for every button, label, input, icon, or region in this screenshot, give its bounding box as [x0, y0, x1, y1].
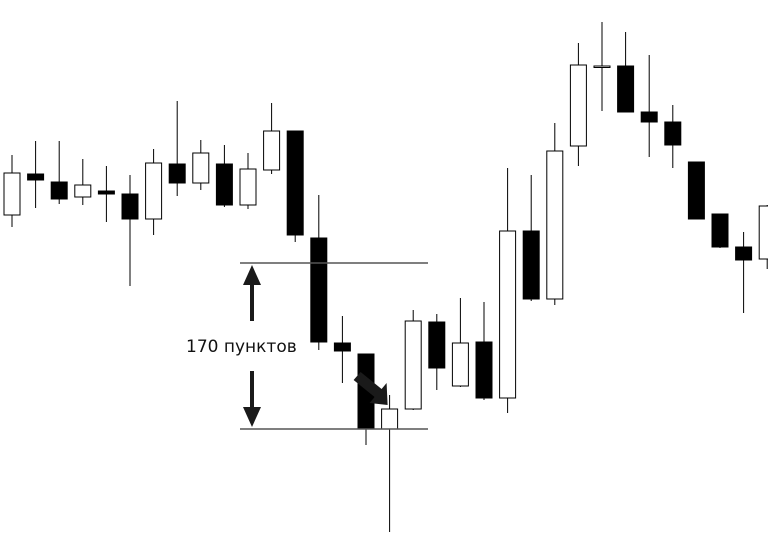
candle-body — [711, 213, 729, 248]
candle-body — [381, 408, 399, 430]
candle-body — [735, 246, 753, 261]
candle-body — [451, 342, 469, 387]
candle-body — [640, 111, 658, 123]
candle-body — [758, 205, 768, 260]
candle-body — [263, 130, 281, 171]
candle-body — [593, 65, 611, 68]
candle-body — [286, 130, 304, 236]
candle-body — [121, 193, 139, 220]
candle-body — [664, 121, 682, 146]
candle-body — [27, 173, 45, 181]
candle-body — [192, 152, 210, 184]
candle-body — [522, 230, 540, 300]
candle-body — [215, 163, 233, 206]
candle-body — [310, 237, 328, 343]
candle-body — [3, 172, 21, 216]
candle-body — [145, 162, 163, 220]
candle-body — [569, 64, 587, 147]
range-annotation: 170 пунктов — [186, 262, 428, 430]
up-arrow-icon — [243, 265, 261, 321]
candle-body — [168, 163, 186, 184]
candle-body — [97, 190, 115, 195]
candle-body — [475, 341, 493, 399]
candle-body — [333, 342, 351, 352]
candle-body — [617, 65, 635, 113]
signal-arrow-icon — [353, 372, 388, 405]
candle-body — [50, 181, 68, 200]
down-arrow-icon — [243, 371, 261, 427]
candle-body — [687, 161, 705, 220]
candle-body — [499, 230, 517, 399]
candles-group — [3, 22, 768, 532]
candle-body — [546, 150, 564, 300]
candle-body — [239, 168, 257, 206]
candle-body — [74, 184, 92, 198]
range-label: 170 пунктов — [186, 337, 297, 357]
candle-body — [428, 321, 446, 369]
candle-body — [404, 320, 422, 410]
